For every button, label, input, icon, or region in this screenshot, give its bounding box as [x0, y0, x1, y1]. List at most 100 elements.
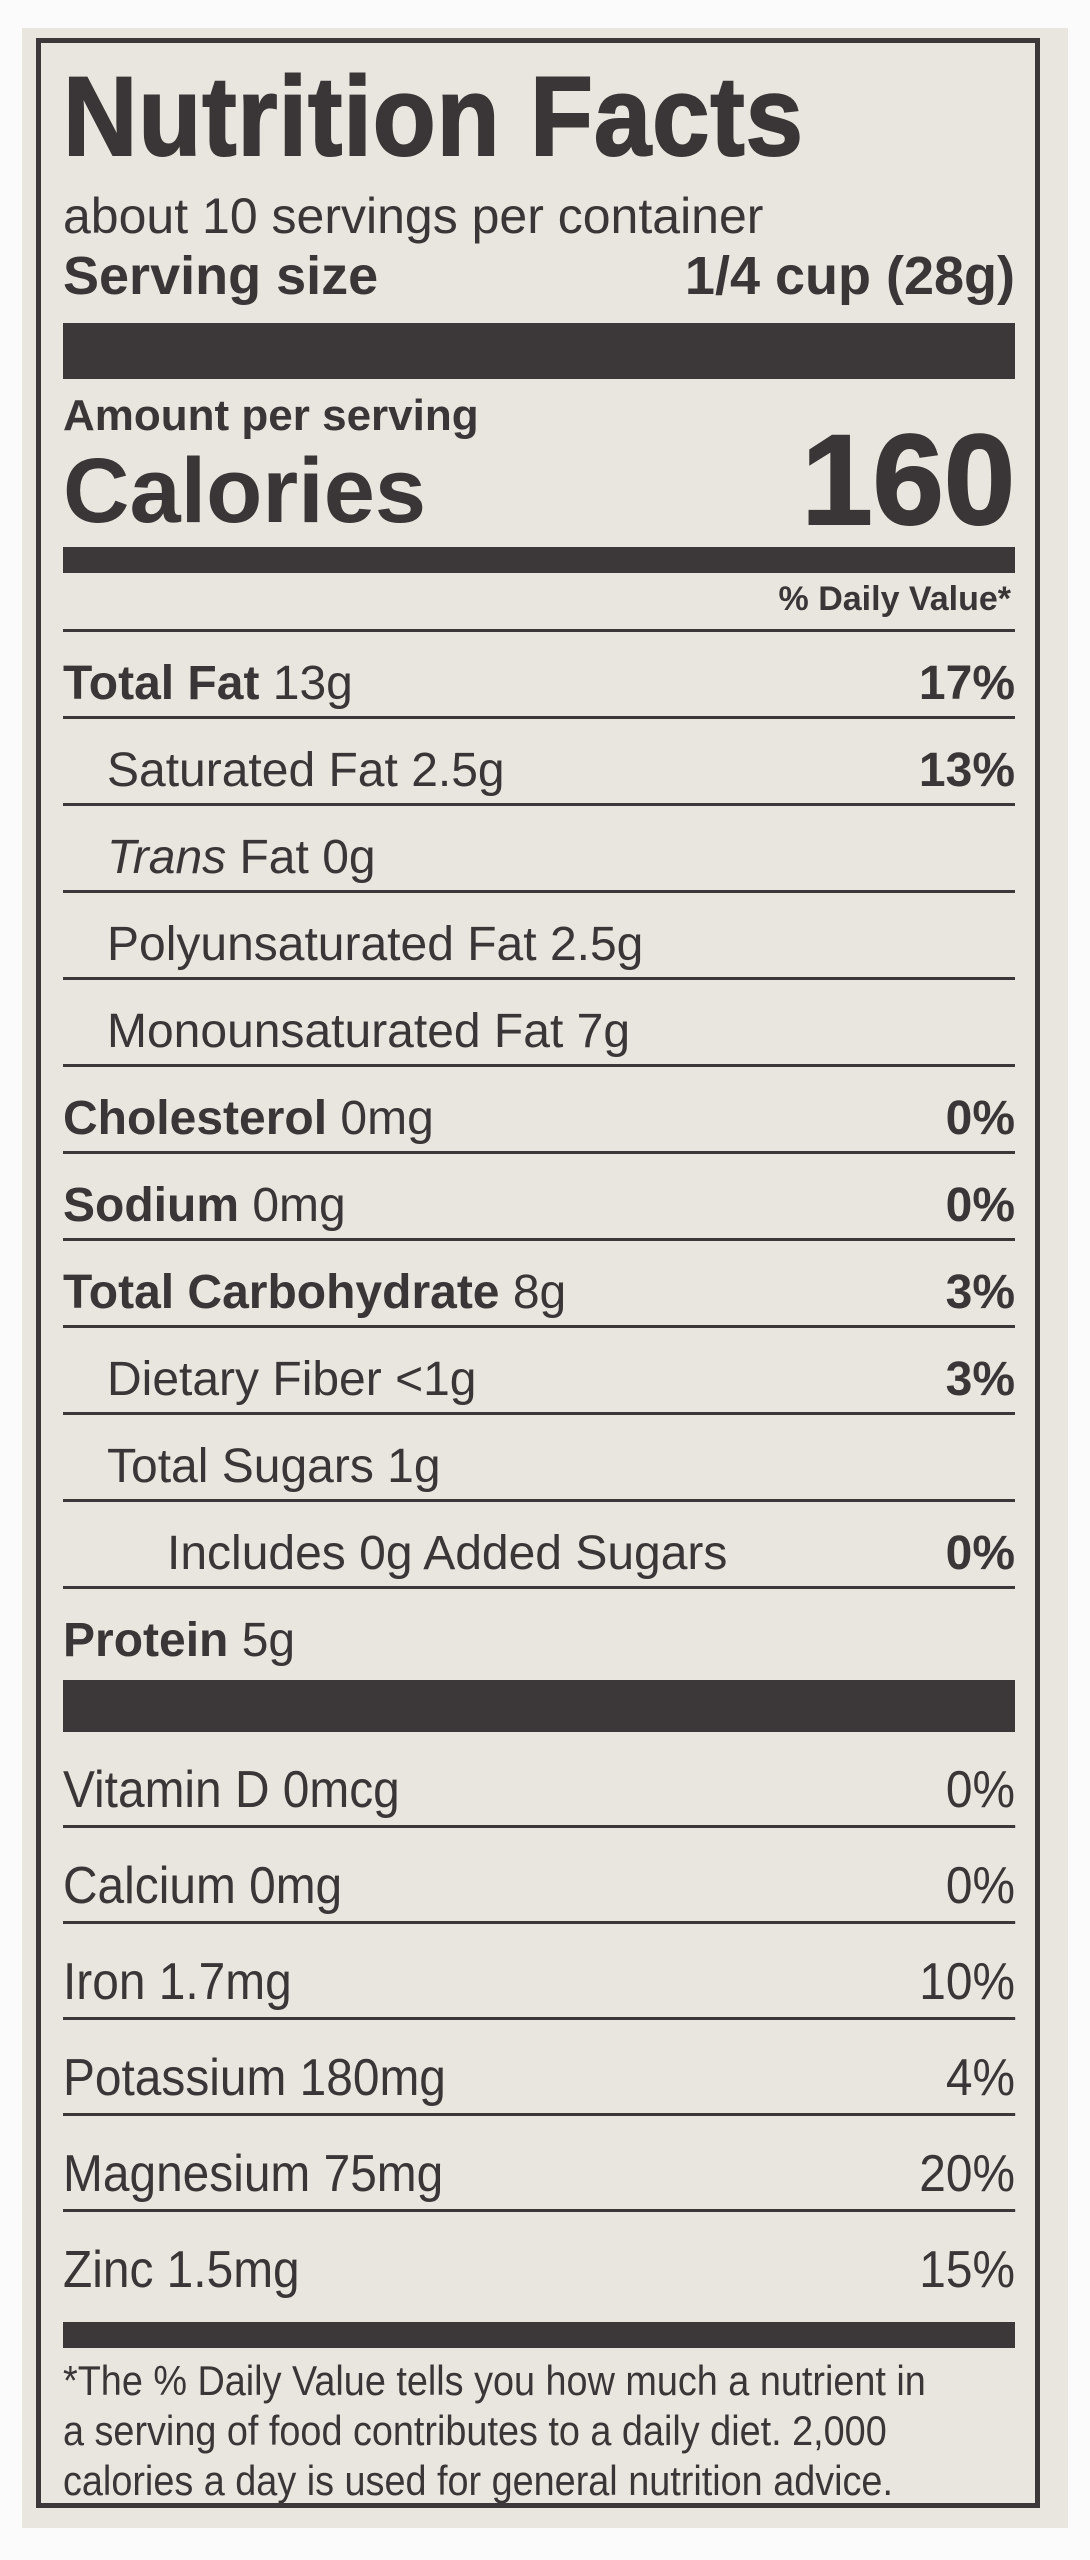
vitamin-name: Zinc [63, 2241, 154, 2299]
vitamin-name: Vitamin D [63, 1761, 270, 1819]
nutrient-name: Total Carbohydrate [63, 1266, 500, 1319]
calories-label: Calories [63, 440, 427, 542]
vitamin-amount: 0mcg [282, 1761, 400, 1819]
nutrient-name: Protein [63, 1614, 229, 1667]
nutrient-daily-value: 0% [945, 1092, 1015, 1145]
vitamin-row: Zinc 1.5mg 15% [63, 2212, 1015, 2308]
nutrient-row: Polyunsaturated Fat 2.5g [63, 893, 1015, 980]
vitamin-amount: 0mg [249, 1857, 343, 1915]
divider-medium [63, 547, 1015, 573]
nutrient-amount: 8g [512, 1266, 567, 1319]
vitamin-name: Magnesium [63, 2145, 311, 2203]
divider-thick [63, 1680, 1015, 1732]
vitamin-row: Vitamin D 0mcg 0% [63, 1732, 1016, 1828]
nutrient-label: Total Carbohydrate 8g [63, 1263, 566, 1323]
serving-size-label: Serving size [63, 246, 379, 306]
nutrient-daily-value: 17% [918, 657, 1015, 710]
nutrient-label: Protein 5g [63, 1611, 295, 1671]
nutrient-daily-value: 3% [945, 1266, 1015, 1319]
nutrient-row: Total Sugars 1g [63, 1415, 1015, 1502]
vitamin-amount: 180mg [299, 2049, 446, 2107]
nutrient-name: Includes 0g Added Sugars [167, 1527, 728, 1580]
nutrient-name: Total Sugars [107, 1440, 374, 1493]
calories-value: 160 [800, 409, 1016, 552]
vitamin-name: Iron [63, 1953, 146, 2011]
nutrient-label: Total Fat 13g [63, 654, 353, 714]
vitamin-label: Zinc 1.5mg [63, 2240, 300, 2300]
nutrient-daily-value: 13% [918, 744, 1015, 797]
vitamin-row: Magnesium 75mg 20% [63, 2116, 1016, 2212]
nutrient-row: Dietary Fiber <1g 3% [63, 1328, 1015, 1415]
nutrient-row: Sodium 0mg 0% [63, 1154, 1015, 1241]
label-title: Nutrition Facts [62, 54, 804, 179]
nutrient-label: Trans Fat 0g [107, 828, 376, 888]
vitamin-list: Vitamin D 0mcg 0% Calcium 0mg 0% Iron 1.7mg 1… [63, 1732, 1016, 2308]
nutrient-amount: 0mg [252, 1179, 346, 1232]
nutrient-name: Polyunsaturated Fat [107, 918, 537, 971]
nutrient-label: Dietary Fiber <1g [107, 1350, 477, 1410]
nutrient-name: Saturated Fat [107, 744, 398, 797]
amount-per-serving: Amount per serving [63, 391, 479, 440]
vitamin-label: Magnesium 75mg [63, 2144, 443, 2204]
nutrient-row: Total Carbohydrate 8g 3% [63, 1241, 1015, 1328]
vitamin-daily-value: 0% [945, 1857, 1016, 1915]
nutrient-daily-value: 0% [945, 1179, 1015, 1232]
nutrient-amount: 0g [322, 831, 376, 884]
vitamin-amount: 75mg [323, 2145, 444, 2203]
calories-row: Calories 160 [63, 389, 1016, 552]
nutrient-label: Includes 0g Added Sugars [167, 1524, 727, 1584]
nutrient-amount: 13g [272, 657, 353, 710]
nutrient-amount: 0mg [340, 1092, 434, 1145]
nutrient-label: Total Sugars 1g [107, 1437, 441, 1497]
nutrient-label: Polyunsaturated Fat 2.5g [107, 915, 643, 975]
nutrient-row: Trans Fat 0g [63, 806, 1015, 893]
nutrient-row: Protein 5g [63, 1589, 1015, 1676]
vitamin-amount: 1.7mg [158, 1953, 292, 2011]
nutrient-row: Includes 0g Added Sugars 0% [63, 1502, 1015, 1589]
nutrient-amount: 7g [576, 1005, 631, 1058]
daily-value-header: % Daily Value* [63, 577, 1015, 632]
nutrient-daily-value: 3% [945, 1353, 1015, 1406]
nutrient-label: Sodium 0mg [63, 1176, 346, 1236]
vitamin-label: Potassium 180mg [63, 2048, 446, 2108]
nutrient-label: Monounsaturated Fat 7g [107, 1002, 630, 1062]
nutrient-row: Total Fat 13g 17% [63, 632, 1015, 719]
divider-thick [63, 323, 1015, 379]
vitamin-name: Potassium [63, 2049, 287, 2107]
nutrient-label: Saturated Fat 2.5g [107, 741, 505, 801]
label-background [22, 28, 1068, 2528]
nutrition-facts-label: Nutrition Facts about 10 servings per co… [36, 38, 1040, 2508]
nutrient-label: Cholesterol 0mg [63, 1089, 434, 1149]
vitamin-daily-value: 4% [945, 2049, 1016, 2107]
nutrient-name: Dietary Fiber [107, 1353, 382, 1406]
vitamin-label: Calcium 0mg [63, 1856, 342, 1916]
vitamin-label: Vitamin D 0mcg [63, 1760, 400, 1820]
divider-medium [63, 2322, 1015, 2348]
vitamin-daily-value: 20% [919, 2145, 1016, 2203]
nutrient-list: Total Fat 13g 17% Saturated Fat 2.5g 13% Tra… [63, 632, 1015, 1676]
nutrient-name: Total Fat [63, 657, 260, 710]
vitamin-row: Iron 1.7mg 10% [63, 1924, 1016, 2020]
nutrient-amount: <1g [395, 1353, 477, 1406]
vitamin-row: Calcium 0mg 0% [63, 1828, 1016, 1924]
nutrient-daily-value: 0% [945, 1527, 1015, 1580]
nutrient-amount: 5g [241, 1614, 296, 1667]
vitamin-daily-value: 15% [919, 2241, 1016, 2299]
vitamin-daily-value: 10% [919, 1953, 1016, 2011]
nutrient-name: Sodium [63, 1179, 239, 1232]
serving-size-value: 1/4 cup (28g) [684, 246, 1015, 306]
nutrient-amount: 1g [387, 1440, 441, 1493]
nutrient-amount: 2.5g [411, 744, 505, 797]
nutrient-row: Saturated Fat 2.5g 13% [63, 719, 1015, 806]
nutrient-row: Monounsaturated Fat 7g [63, 980, 1015, 1067]
nutrient-name: Monounsaturated Fat [107, 1005, 564, 1058]
vitamin-row: Potassium 180mg 4% [63, 2020, 1016, 2116]
nutrient-name: Cholesterol [63, 1092, 328, 1145]
servings-per-container: about 10 servings per container [63, 188, 764, 244]
vitamin-name: Calcium [63, 1857, 236, 1915]
nutrient-row: Cholesterol 0mg 0% [63, 1067, 1015, 1154]
footnote: *The % Daily Value tells you how much a … [63, 2357, 926, 2504]
serving-size-row: Serving size 1/4 cup (28g) [63, 245, 1015, 307]
nutrient-name: Trans [107, 831, 227, 884]
nutrient-name-suffix: Fat [239, 831, 309, 884]
